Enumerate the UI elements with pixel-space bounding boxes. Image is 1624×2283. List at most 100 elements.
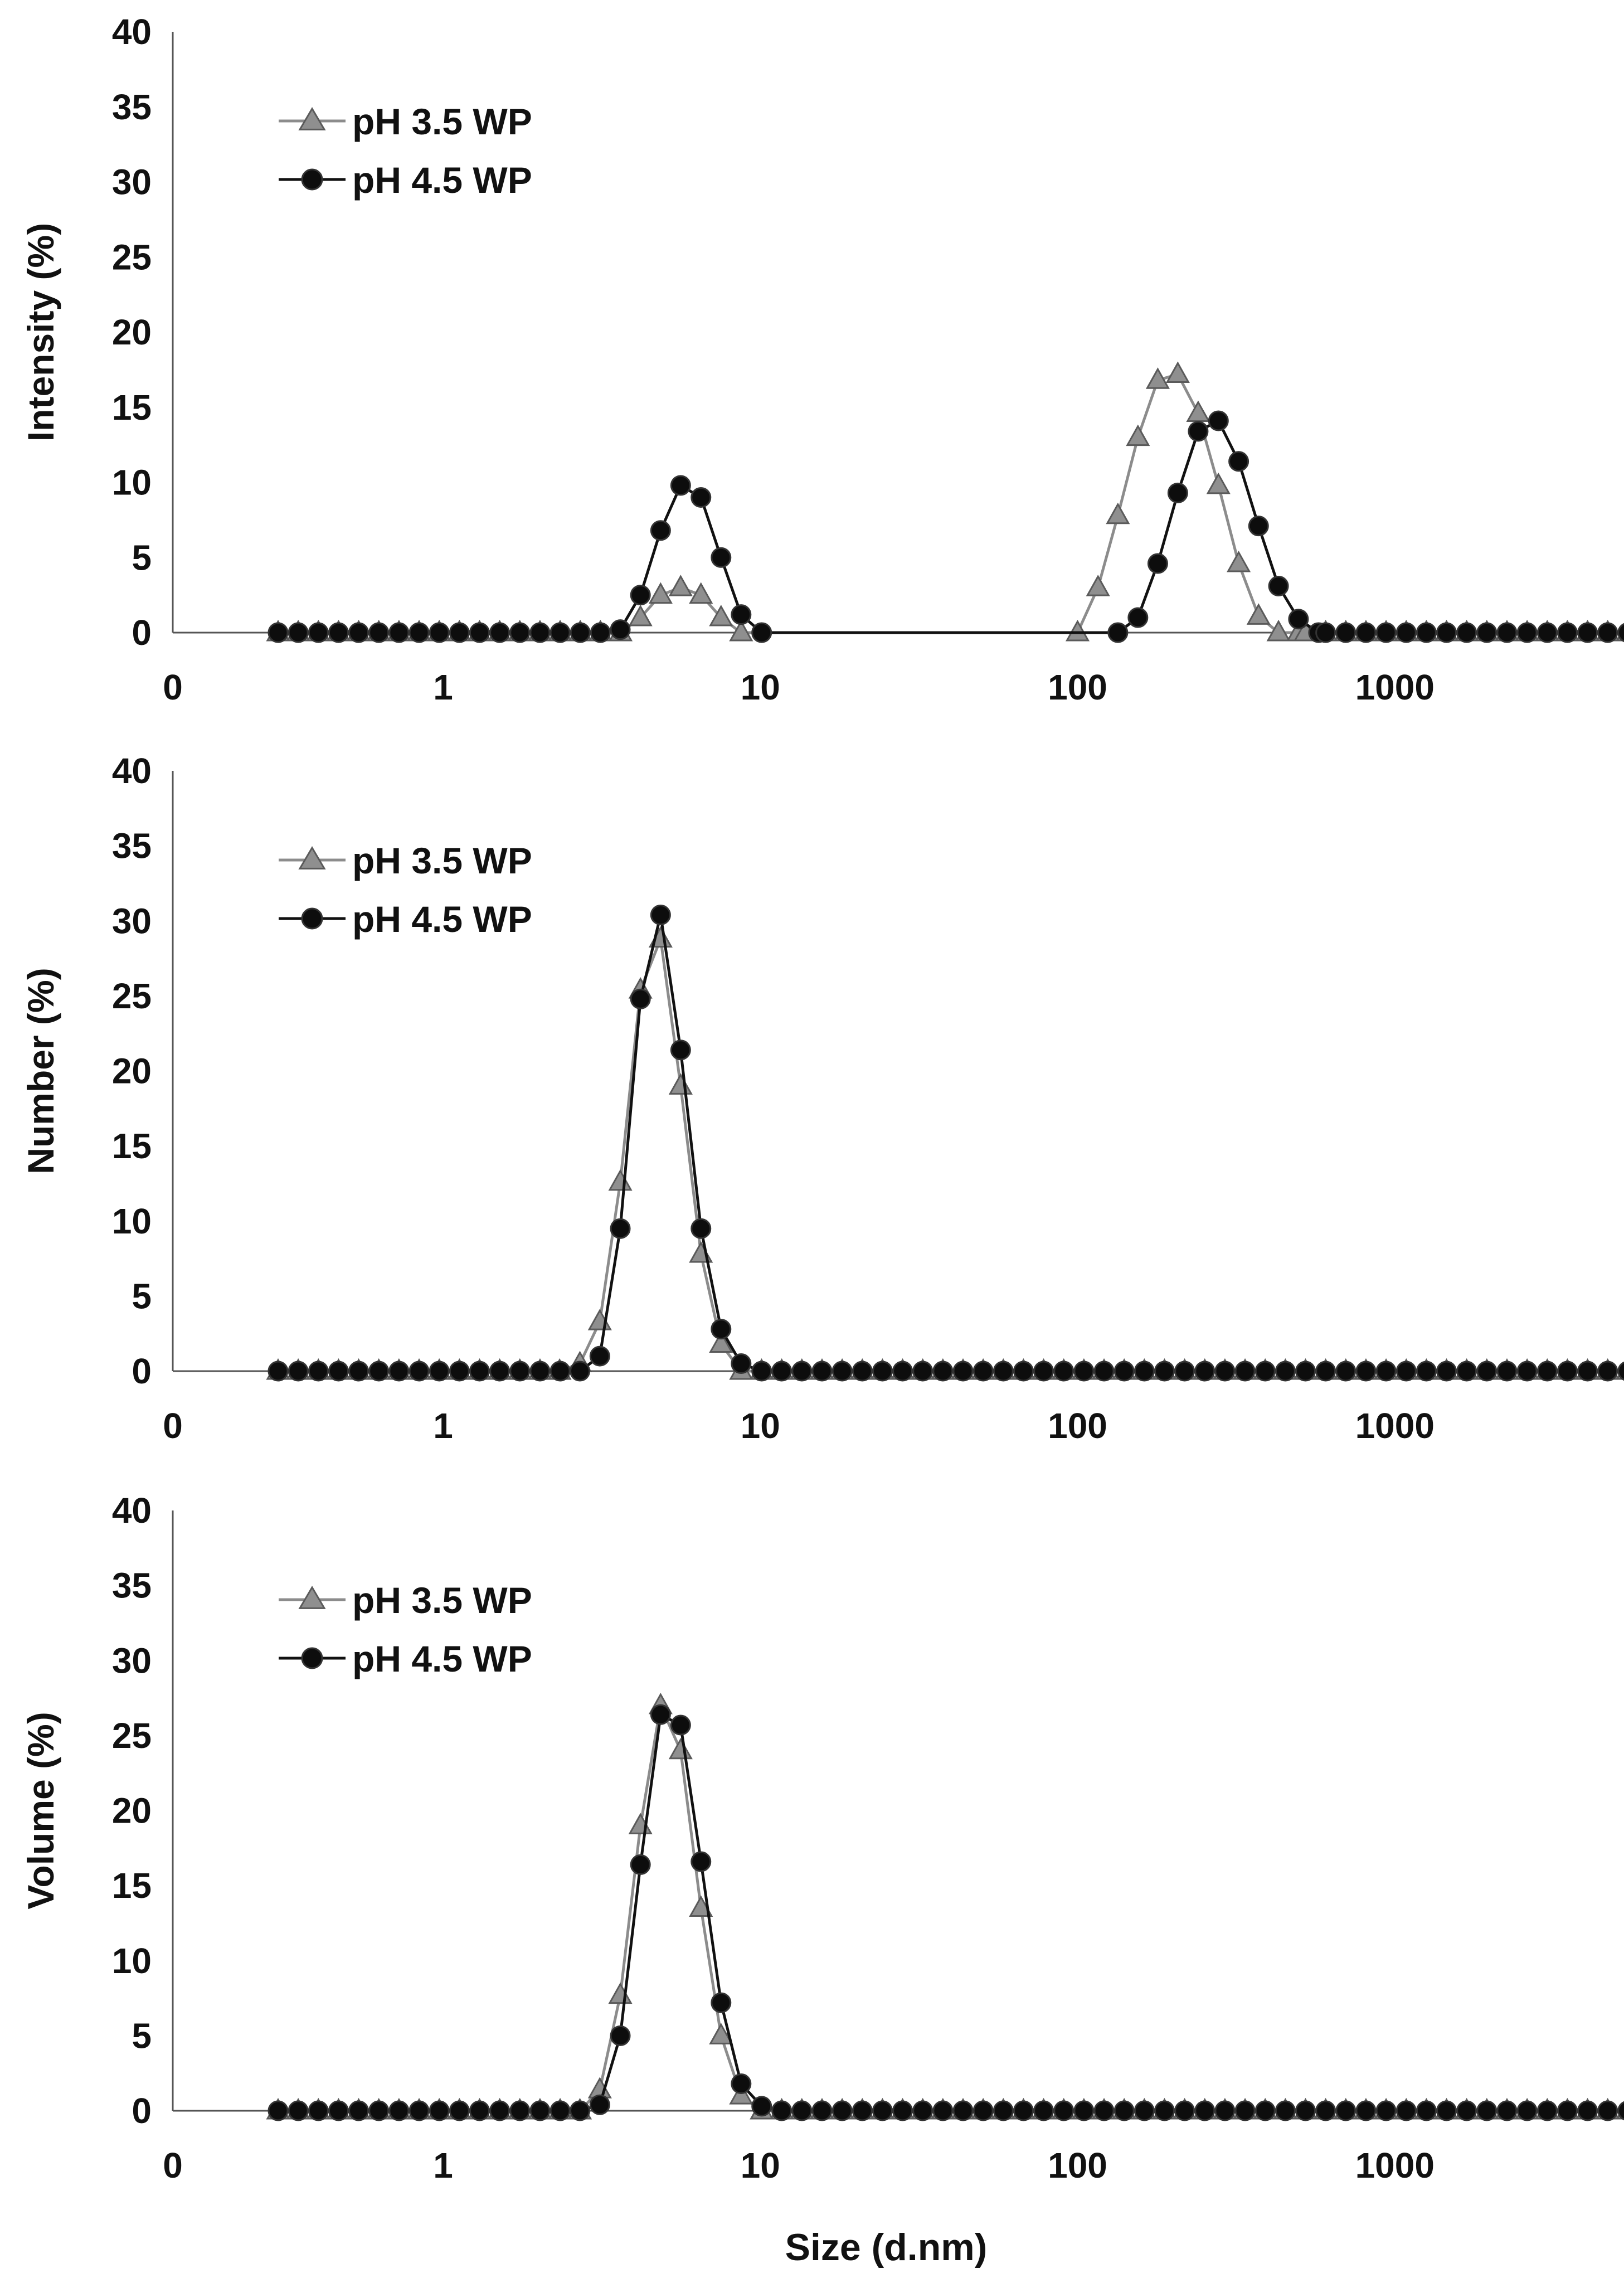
x-tick-label: 0 <box>163 667 183 707</box>
legend-label: pH 4.5 WP <box>352 1638 532 1679</box>
data-point-circle <box>711 1992 732 2013</box>
data-point-circle <box>268 622 289 643</box>
data-point-circle <box>650 520 671 541</box>
data-point-circle <box>1396 622 1417 643</box>
y-tick-label: 20 <box>112 1791 152 1831</box>
data-point-circle <box>570 2100 591 2121</box>
data-point-circle <box>529 622 551 643</box>
x-tick-label: 100 <box>1048 667 1107 707</box>
data-point-circle <box>1456 622 1477 643</box>
data-point-circle <box>1194 2100 1215 2121</box>
y-tick-label: 10 <box>112 463 152 503</box>
data-point-circle <box>650 904 671 925</box>
y-tick-label: 40 <box>112 1490 152 1531</box>
data-point-circle <box>771 2100 792 2121</box>
data-point-circle <box>1134 2100 1155 2121</box>
data-point-circle <box>1355 622 1377 643</box>
data-point-circle <box>872 2100 893 2121</box>
data-point-circle <box>509 622 531 643</box>
x-tick-label: 1 <box>433 1406 453 1446</box>
data-point-circle <box>388 1361 410 1382</box>
y-tick-label: 25 <box>112 1716 152 1756</box>
data-point-circle <box>751 622 772 643</box>
data-point-circle <box>1214 1361 1236 1382</box>
data-point-circle <box>973 2100 994 2121</box>
data-point-circle <box>570 1361 591 1382</box>
data-point-circle <box>1456 2100 1477 2121</box>
data-point-circle <box>469 1361 490 1382</box>
data-point-circle <box>589 2094 610 2115</box>
data-point-circle <box>1167 482 1188 503</box>
data-point-triangle <box>1206 472 1231 494</box>
data-point-circle <box>1134 1361 1155 1382</box>
data-point-circle <box>1214 2100 1236 2121</box>
data-point-triangle <box>689 582 713 604</box>
data-point-circle <box>751 2096 772 2117</box>
volume-chart: 05101520253035400110100100010,000Volume … <box>20 1490 1624 2185</box>
data-point-circle <box>1315 622 1336 643</box>
data-point-circle <box>1577 1361 1598 1382</box>
data-point-triangle <box>1106 502 1130 524</box>
data-point-circle <box>832 2100 853 2121</box>
data-point-circle <box>368 622 390 643</box>
data-point-circle <box>409 1361 430 1382</box>
data-point-circle <box>852 1361 873 1382</box>
data-point-circle <box>1147 553 1168 574</box>
data-point-triangle <box>648 582 673 604</box>
y-tick-label: 30 <box>112 162 152 202</box>
data-point-circle <box>952 2100 974 2121</box>
data-point-circle <box>1174 1361 1195 1382</box>
data-point-triangle <box>628 604 653 626</box>
series-line-ph45 <box>278 914 1624 1373</box>
data-point-circle <box>912 1361 933 1382</box>
data-point-circle <box>268 2100 289 2121</box>
data-point-circle <box>912 2100 933 2121</box>
series-line-ph35 <box>278 1701 1624 2112</box>
data-point-circle <box>1617 2101 1624 2121</box>
data-point-circle <box>1033 2100 1054 2121</box>
data-point-circle <box>791 2100 813 2121</box>
data-point-circle <box>1053 2100 1074 2121</box>
data-point-circle <box>1295 1361 1316 1382</box>
data-point-triangle <box>1145 367 1170 389</box>
data-point-circle <box>1557 622 1578 643</box>
data-point-circle <box>1073 2100 1095 2121</box>
data-point-circle <box>630 1854 651 1875</box>
y-tick-label: 10 <box>112 1941 152 1981</box>
data-point-circle <box>1127 607 1149 628</box>
number-chart: 05101520253035400110100100010,000Number … <box>20 751 1624 1446</box>
data-point-circle <box>1335 2100 1356 2121</box>
data-point-triangle <box>1227 550 1251 572</box>
data-point-circle <box>449 622 470 643</box>
data-point-circle <box>1255 1361 1276 1382</box>
y-tick-label: 40 <box>112 751 152 791</box>
data-point-circle <box>1234 2100 1256 2121</box>
data-point-circle <box>630 988 651 1009</box>
y-axis-label: Intensity (%) <box>20 223 61 441</box>
data-point-circle <box>1396 1361 1417 1382</box>
x-tick-label: 1000 <box>1355 1406 1435 1446</box>
data-point-circle <box>932 2100 954 2121</box>
data-point-circle <box>811 2100 833 2121</box>
data-point-triangle <box>668 1737 693 1760</box>
y-tick-label: 15 <box>112 1126 152 1166</box>
data-point-circle <box>348 2100 369 2121</box>
data-point-circle <box>731 604 752 625</box>
data-point-circle <box>1194 1361 1215 1382</box>
data-point-circle <box>973 1361 994 1382</box>
data-point-circle <box>529 2100 551 2121</box>
data-point-circle <box>550 1361 571 1382</box>
data-point-circle <box>711 1319 732 1340</box>
data-point-circle <box>509 1361 531 1382</box>
x-tick-label: 1000 <box>1355 667 1435 707</box>
series-line-ph35 <box>278 933 1624 1373</box>
data-point-circle <box>1275 2100 1296 2121</box>
data-point-circle <box>469 2100 490 2121</box>
data-point-circle <box>1516 622 1538 643</box>
data-point-circle <box>1476 2100 1497 2121</box>
data-point-circle <box>1013 2100 1034 2121</box>
data-point-circle <box>1516 2100 1538 2121</box>
data-point-circle <box>449 1361 470 1382</box>
data-point-circle <box>550 622 571 643</box>
data-point-circle <box>1597 622 1618 643</box>
